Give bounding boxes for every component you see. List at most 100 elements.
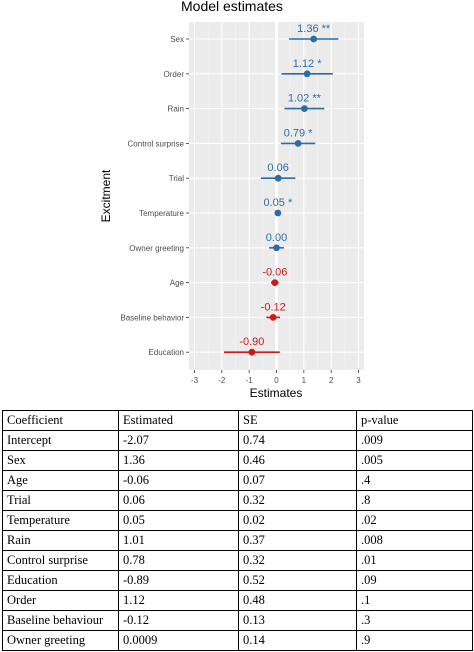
estimate-label: -0.12	[261, 301, 286, 313]
estimate-point	[274, 209, 282, 217]
cell-p-value: .009	[356, 430, 473, 451]
y-tick-label: Age	[170, 279, 185, 288]
cell-coefficient: Order	[2, 590, 119, 611]
cell-estimated: 1.36	[118, 450, 239, 471]
estimate-label: 0.79 *	[284, 127, 313, 139]
y-tick-labels: Sex Order Rain Control surprise Trial Tempera…	[120, 35, 189, 357]
estimate-marks: 1.36 ** 1.12 * 1.02 ** 0.79 * 0.06 0.05 * 0.00…	[224, 23, 339, 356]
cell-estimated: 1.12	[118, 590, 239, 611]
cell-p-value: .005	[356, 450, 473, 471]
cell-estimated: -2.07	[118, 430, 239, 451]
cell-coefficient: Owner greeting	[2, 630, 119, 651]
y-tick-label: Education	[148, 348, 184, 357]
y-tick-label: Temperature	[139, 209, 184, 218]
cell-p-value: .8	[356, 490, 473, 511]
estimate-point	[248, 348, 256, 356]
y-tick-label: Trial	[169, 174, 184, 183]
table-row: Sex 1.36 0.46.005	[2, 450, 473, 471]
cell-estimated: 1.01	[118, 530, 239, 551]
cell-p-value: .008	[356, 530, 473, 551]
cell-se: 0.52	[238, 570, 357, 591]
estimate-point	[300, 105, 308, 112]
cell-se: 0.14	[238, 630, 357, 651]
x-tick-label: 3	[356, 376, 361, 385]
chart-title: Model estimates	[181, 0, 283, 14]
cell-p-value: .4	[356, 470, 473, 491]
cell-se: 0.37	[238, 530, 357, 551]
x-tick-label: 0	[274, 376, 279, 385]
x-tick-label: 1	[302, 376, 307, 385]
table-row: Owner greeting 0.0009 0.14.9	[2, 630, 473, 651]
estimate-point	[271, 279, 279, 286]
estimate-point	[303, 70, 311, 78]
estimate-label: -0.06	[262, 267, 287, 279]
table-body: Intercept -2.07 0.74.009 Sex 1.36 0.46.005 Age…	[2, 430, 473, 651]
cell-coefficient: Age	[2, 470, 119, 491]
cell-coefficient: Trial	[2, 490, 119, 511]
table-row: Temperature 0.05 0.02.02	[2, 510, 473, 531]
y-tick-label: Order	[164, 70, 185, 79]
x-tick-label: -1	[246, 376, 254, 385]
y-tick-label: Baseline behavior	[120, 313, 184, 322]
coefficient-table: Coefficient Estimated SE p-value Interce…	[2, 410, 473, 651]
table-row: Control surprise 0.78 0.32.01	[2, 550, 473, 571]
cell-p-value: .09	[356, 570, 473, 591]
cell-estimated: -0.12	[118, 610, 239, 631]
header-se: SE	[238, 410, 357, 431]
cell-estimated: 0.06	[118, 490, 239, 511]
x-tick-label: -3	[191, 376, 199, 385]
table-row: Baseline behaviour -0.12 0.13.3	[2, 610, 473, 631]
estimate-label: -0.90	[239, 336, 264, 348]
y-tick-label: Owner greeting	[129, 244, 184, 253]
estimate-label: 0.05 *	[263, 197, 292, 209]
cell-coefficient: Baseline behaviour	[2, 610, 119, 631]
estimate-point	[310, 35, 318, 43]
y-tick-label: Rain	[168, 105, 184, 114]
cell-se: 0.02	[238, 510, 357, 531]
y-axis-label: Excitment	[99, 169, 113, 222]
y-tick-label: Control surprise	[128, 139, 185, 148]
cell-estimated: -0.89	[118, 570, 239, 591]
table-row: Age -0.06 0.07.4	[2, 470, 473, 491]
cell-se: 0.32	[238, 490, 357, 511]
y-tick-label: Sex	[170, 35, 184, 44]
cell-coefficient: Control surprise	[2, 550, 119, 571]
estimate-label: 1.12 *	[293, 58, 322, 70]
cell-p-value: .9	[356, 630, 473, 651]
cell-coefficient: Education	[2, 570, 119, 591]
estimate-point	[269, 314, 277, 321]
table-row: Order 1.12 0.48.1	[2, 590, 473, 611]
cell-se: 0.07	[238, 470, 357, 491]
header-coefficient: Coefficient	[2, 410, 119, 431]
x-tick-label: -2	[218, 376, 226, 385]
cell-se: 0.74	[238, 430, 357, 451]
estimate-point	[274, 174, 282, 182]
cell-p-value: .1	[356, 590, 473, 611]
estimate-point	[294, 140, 302, 147]
estimate-label: 1.36 **	[297, 23, 331, 35]
estimate-label: 0.06	[267, 162, 288, 174]
cell-se: 0.46	[238, 450, 357, 471]
header-estimated: Estimated	[118, 410, 239, 431]
cell-estimated: 0.78	[118, 550, 239, 571]
estimate-label: 0.00	[266, 232, 287, 244]
cell-coefficient: Sex	[2, 450, 119, 471]
cell-se: 0.48	[238, 590, 357, 611]
table-header-row: Coefficient Estimated SE p-value	[2, 410, 473, 431]
table-row: Education -0.89 0.52.09	[2, 570, 473, 591]
table-row: Trial 0.06 0.32.8	[2, 490, 473, 511]
cell-estimated: -0.06	[118, 470, 239, 491]
table-row: Intercept -2.07 0.74.009	[2, 430, 473, 451]
cell-p-value: .3	[356, 610, 473, 631]
x-tick-label: 2	[329, 376, 334, 385]
cell-estimated: 0.05	[118, 510, 239, 531]
x-tick-labels: -3 -2 -1 0 1 2 3	[191, 370, 361, 385]
cell-p-value: .01	[356, 550, 473, 571]
header-p-value: p-value	[356, 410, 473, 431]
forest-plot: Model estimates Sex Order Rain Control surp…	[99, 0, 364, 400]
cell-se: 0.13	[238, 610, 357, 631]
estimate-point	[273, 244, 280, 252]
cell-p-value: .02	[356, 510, 473, 531]
estimate-label: 1.02 **	[288, 93, 322, 105]
cell-coefficient: Intercept	[2, 430, 119, 451]
